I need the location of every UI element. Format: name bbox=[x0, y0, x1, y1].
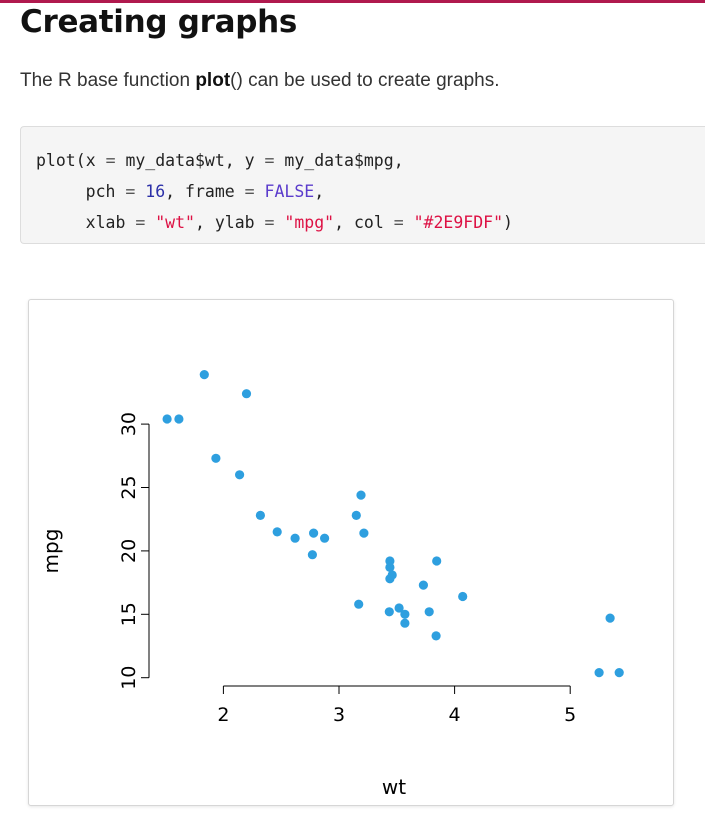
data-point bbox=[614, 668, 624, 678]
plot-figure: 10 15 20 25 30 2 3 4 5 wt mpg bbox=[28, 299, 674, 806]
intro-before: The R base function bbox=[20, 70, 196, 91]
data-point bbox=[235, 470, 245, 480]
data-point bbox=[384, 607, 394, 617]
x-tick-label: 4 bbox=[449, 704, 461, 726]
data-point bbox=[272, 527, 282, 537]
code-val-pch: 16 bbox=[145, 182, 166, 201]
y-tick-label: 25 bbox=[118, 475, 140, 499]
code-arg-col: col bbox=[353, 213, 384, 232]
data-point bbox=[394, 603, 404, 613]
data-point bbox=[385, 562, 395, 572]
data-point bbox=[320, 533, 330, 543]
x-axis-label: wt bbox=[382, 775, 406, 799]
code-arg-x: x bbox=[85, 151, 96, 170]
code-val-xlab: "wt" bbox=[155, 213, 195, 232]
y-axis-label: mpg bbox=[39, 529, 63, 574]
code-val-frame: FALSE bbox=[264, 182, 315, 201]
code-val-col: "#2E9FDF" bbox=[413, 213, 503, 232]
data-point bbox=[162, 414, 172, 424]
y-tick-label: 20 bbox=[118, 539, 140, 563]
y-axis: 10 15 20 25 30 bbox=[118, 412, 150, 690]
data-point bbox=[432, 556, 442, 566]
intro-after: () can be used to create graphs. bbox=[230, 70, 500, 91]
data-point bbox=[458, 591, 468, 602]
data-point bbox=[211, 453, 221, 463]
x-tick-label: 2 bbox=[217, 704, 229, 726]
code-fn: plot bbox=[36, 151, 76, 170]
code-block[interactable]: plot(x = my_data$wt, y = my_data$mpg, pc… bbox=[20, 126, 705, 244]
x-axis: 2 3 4 5 bbox=[217, 685, 576, 726]
top-accent-rule bbox=[0, 0, 705, 3]
code-val-y: my_data$mpg bbox=[284, 151, 394, 170]
code-arg-frame: frame bbox=[185, 182, 235, 201]
code-val-ylab: "mpg" bbox=[284, 213, 335, 232]
code-arg-pch: pch bbox=[85, 182, 116, 201]
code-val-x: my_data$wt bbox=[125, 151, 225, 170]
data-point bbox=[605, 613, 615, 623]
data-point bbox=[400, 609, 410, 619]
code-arg-y: y bbox=[244, 151, 255, 170]
data-point bbox=[307, 550, 317, 560]
y-tick-label: 10 bbox=[118, 666, 140, 690]
y-tick-label: 30 bbox=[118, 412, 140, 436]
data-point bbox=[385, 556, 395, 566]
x-tick-label: 3 bbox=[333, 704, 345, 726]
code-content: plot(x = my_data$wt, y = my_data$mpg, pc… bbox=[36, 151, 513, 232]
code-arg-xlab: xlab bbox=[85, 213, 126, 232]
data-point bbox=[359, 528, 369, 538]
data-point bbox=[255, 510, 265, 520]
data-point bbox=[385, 574, 395, 584]
function-name: plot bbox=[195, 70, 231, 91]
code-arg-ylab: ylab bbox=[214, 213, 255, 232]
data-point bbox=[290, 533, 300, 543]
data-point bbox=[356, 490, 366, 500]
data-point bbox=[431, 631, 441, 641]
data-point bbox=[418, 580, 428, 590]
intro-text: The R base function plot() can be used t… bbox=[20, 70, 499, 92]
data-point bbox=[309, 528, 319, 538]
data-point bbox=[424, 607, 434, 617]
data-point bbox=[174, 414, 184, 424]
data-point bbox=[199, 370, 209, 380]
x-tick-label: 5 bbox=[564, 704, 576, 726]
y-tick-label: 15 bbox=[118, 602, 140, 626]
data-points bbox=[162, 370, 624, 678]
scatter-plot: 10 15 20 25 30 2 3 4 5 wt mpg bbox=[39, 370, 624, 799]
data-point bbox=[351, 510, 361, 520]
page-title: Creating graphs bbox=[20, 4, 298, 40]
data-point bbox=[241, 389, 252, 399]
data-point bbox=[354, 599, 364, 609]
data-point bbox=[594, 668, 604, 678]
data-point bbox=[400, 618, 410, 628]
